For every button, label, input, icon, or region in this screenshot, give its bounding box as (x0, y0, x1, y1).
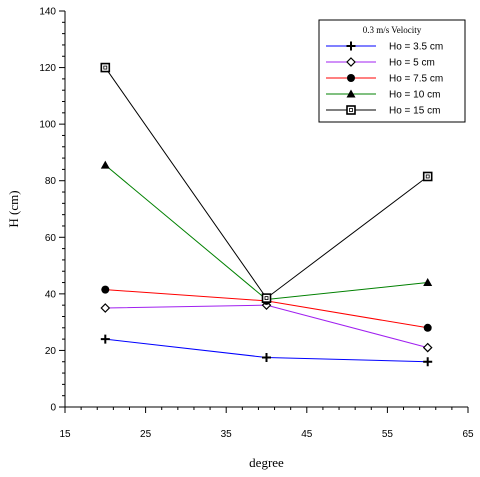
legend-title: 0.3 m/s Velocity (363, 25, 422, 35)
data-point-s0-0 (100, 334, 110, 344)
legend-marker-1 (346, 57, 356, 67)
legend-marker-0 (346, 41, 356, 51)
data-point-s2-0 (101, 285, 110, 294)
y-tick-label-100: 100 (39, 120, 56, 131)
x-axis-title: degree (249, 455, 284, 470)
legend-label-4: Ho = 15 cm (389, 106, 440, 117)
y-axis-title: H (cm) (6, 190, 21, 227)
x-tick-label-65: 65 (462, 429, 474, 440)
legend-marker-2 (347, 74, 355, 82)
y-tick-label-20: 20 (45, 346, 57, 357)
y-tick-label-0: 0 (50, 403, 56, 414)
series-markers (100, 62, 433, 367)
x-tick-label-35: 35 (221, 429, 233, 440)
data-point-s3-0 (100, 160, 110, 169)
data-point-s1-2 (422, 342, 433, 353)
legend-label-0: Ho = 3.5 cm (389, 42, 443, 53)
x-tick-label-15: 15 (59, 429, 71, 440)
x-tick-label-45: 45 (301, 429, 313, 440)
legend-label-2: Ho = 7.5 cm (389, 74, 443, 85)
legend-box (318, 19, 466, 123)
legend-label-1: Ho = 5 cm (389, 58, 435, 69)
x-tick-label-25: 25 (140, 429, 152, 440)
y-tick-label-80: 80 (45, 176, 57, 187)
legend-marker-4-inner (349, 108, 353, 112)
y-tick-label-60: 60 (45, 233, 57, 244)
data-point-s2-2 (423, 323, 432, 332)
legend-marker-3 (346, 89, 356, 98)
axes: 0 20 40 60 80 100 120 140 15 25 35 45 55 65 (39, 7, 474, 441)
legend-items: Ho = 3.5 cm Ho = 5 cm Ho = 7.5 cm Ho = 10 c… (326, 41, 443, 117)
y-tick-label-120: 120 (39, 63, 56, 74)
legend-label-3: Ho = 10 cm (389, 90, 440, 101)
data-point-s4-2-inner (425, 174, 430, 179)
data-point-s1-0 (100, 303, 111, 313)
data-point-s4-0-inner (103, 65, 108, 70)
y-tick-label-40: 40 (45, 289, 57, 300)
x-tick-label-55: 55 (382, 429, 394, 440)
data-point-s0-1 (262, 353, 271, 362)
data-point-s0-2 (423, 357, 433, 367)
series-line-3 (104, 164, 428, 301)
y-tick-label-140: 140 (39, 7, 56, 18)
series-line-1 (105, 304, 428, 349)
data-point-s3-2 (423, 278, 433, 287)
data-point-s4-1-inner (264, 296, 269, 301)
